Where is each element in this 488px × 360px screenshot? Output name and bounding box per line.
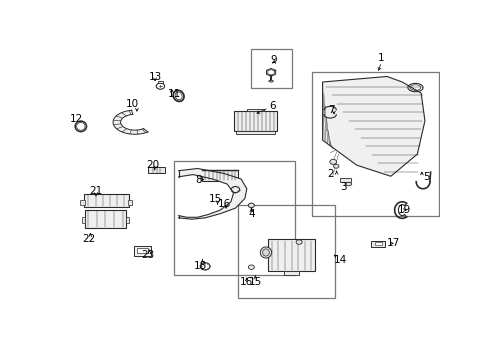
Bar (80, 199, 84, 204)
Text: 16: 16 (217, 199, 230, 209)
Polygon shape (178, 168, 246, 219)
Text: 21: 21 (89, 186, 102, 196)
Bar (158, 81, 163, 84)
Ellipse shape (268, 80, 273, 82)
Bar (174, 161, 295, 275)
Text: 22: 22 (81, 234, 95, 244)
Bar (84, 210, 126, 228)
Bar (134, 246, 151, 256)
Text: 18: 18 (194, 261, 207, 270)
Text: 15: 15 (209, 194, 222, 204)
Text: 10: 10 (125, 99, 139, 109)
Ellipse shape (329, 159, 336, 164)
Bar (339, 178, 350, 182)
Text: 23: 23 (141, 250, 154, 260)
Polygon shape (113, 110, 148, 134)
Bar (81, 217, 85, 223)
Bar (233, 111, 277, 131)
Bar (374, 242, 381, 245)
Ellipse shape (333, 164, 338, 168)
Text: 8: 8 (195, 175, 201, 185)
Text: 4: 4 (247, 209, 254, 219)
Text: 5: 5 (422, 172, 429, 182)
Ellipse shape (248, 203, 254, 208)
Text: 19: 19 (397, 205, 410, 215)
Text: 6: 6 (269, 100, 275, 111)
Bar (311, 72, 438, 216)
Bar (137, 248, 147, 253)
Ellipse shape (262, 249, 269, 256)
Text: 11: 11 (168, 89, 181, 99)
Bar (202, 170, 238, 181)
Text: 16: 16 (240, 277, 253, 287)
Ellipse shape (296, 240, 302, 244)
Bar (148, 167, 164, 173)
Bar (127, 199, 132, 204)
Text: 14: 14 (333, 255, 346, 265)
Text: 17: 17 (386, 238, 400, 248)
Ellipse shape (260, 247, 271, 258)
Text: 13: 13 (148, 72, 162, 82)
Bar (84, 194, 128, 207)
Text: 20: 20 (146, 159, 159, 170)
Bar (125, 217, 129, 223)
Bar (284, 271, 299, 275)
Text: 15: 15 (248, 277, 261, 287)
Bar (267, 239, 315, 271)
Bar (235, 131, 275, 134)
Ellipse shape (248, 265, 254, 269)
Text: 12: 12 (69, 114, 83, 123)
Text: 9: 9 (270, 55, 277, 65)
Bar (251, 49, 291, 88)
Bar (370, 240, 385, 247)
Text: 2: 2 (327, 169, 334, 179)
Text: 1: 1 (377, 53, 384, 63)
Polygon shape (322, 76, 424, 176)
Ellipse shape (344, 183, 351, 186)
Text: 7: 7 (327, 105, 334, 115)
Bar (238, 204, 334, 298)
Bar (247, 109, 264, 111)
Text: 3: 3 (340, 182, 346, 192)
